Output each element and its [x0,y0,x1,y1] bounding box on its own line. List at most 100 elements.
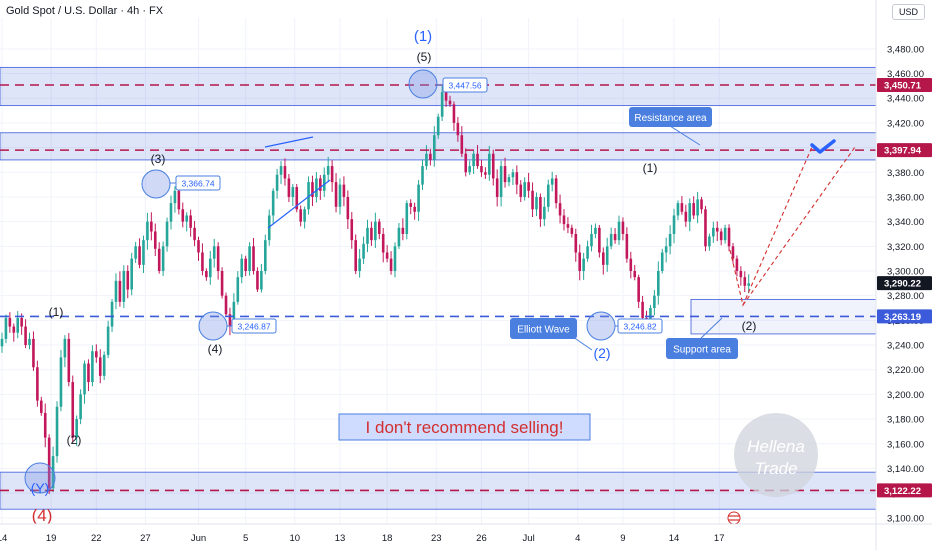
candle-body-160 [629,258,633,271]
top-resistance-zone [0,66,877,107]
candle-body-161 [633,271,637,278]
x-tick-label-9: 23 [431,533,442,544]
candle-body-79 [311,182,314,197]
y-tick-label-5: 3,200.00 [887,390,924,401]
candle-body-106 [417,184,420,212]
trendline-upper [264,136,314,148]
candle-body-189 [743,277,747,286]
candle-body-22 [87,363,90,383]
candle-body-36 [142,240,145,265]
candle-body-107 [421,166,424,185]
candle-body-110 [433,135,436,160]
candle-body-137 [539,196,542,220]
y-tick-label-4: 3,180.00 [887,415,924,426]
candle-body-143 [562,215,566,225]
candle-body-184 [723,227,727,241]
candle-body-1 [4,317,8,339]
candle-body-54 [212,246,216,259]
candle-body-125 [491,153,495,179]
candle-body-89 [350,219,354,241]
y-tick-label-2: 3,140.00 [887,464,924,475]
x-tick-label-15: 17 [714,533,725,544]
price-tag-3: 3,366.74 [181,179,214,189]
candle-body-57 [224,295,228,315]
candle-body-163 [641,301,644,318]
candle-body-40 [157,248,161,271]
candle-body-27 [106,326,110,355]
candle-body-127 [499,166,503,197]
price-tag-5: 3,447.56 [448,81,481,91]
y-tick-label-19: 3,480.00 [887,44,924,55]
y-tick-label-14: 3,380.00 [887,168,924,179]
candle-body-21 [83,363,86,395]
candle-body-18 [71,382,75,438]
x-tick-label-3: 27 [140,533,151,544]
candle-body-178 [700,199,703,210]
projection-path-1 [729,146,813,307]
candle-body-122 [480,166,483,173]
candle-body-101 [397,227,401,247]
candle-body-190 [747,283,750,286]
watermark-line-2: Trade [754,459,797,478]
candle-body-86 [338,184,342,207]
candle-body-49 [193,227,196,241]
x-tick-label-5: 5 [243,533,248,544]
candle-body-76 [299,209,302,222]
time-axis[interactable]: 14 19 22 27 Jun 5 10 13 18 23 26 Jul 4 9 14 17 [0,523,932,544]
candle-body-182 [715,227,719,232]
candle-body-6 [24,326,27,346]
candle-body-175 [688,203,692,222]
x-tick-label-4: Jun [191,533,206,544]
candle-body-14 [55,406,59,457]
candle-body-108 [425,153,428,167]
support-callout-box [666,338,738,359]
candle-body-38 [150,221,153,232]
candle-body-69 [271,190,275,216]
chart-grid [0,18,876,524]
candle-body-85 [334,182,338,207]
elliott-callout-pointer [572,336,593,351]
candle-body-63 [248,246,251,271]
candle-body-152 [598,227,601,253]
candlestick-series [0,85,750,494]
candle-body-83 [326,166,330,175]
candle-body-171 [672,215,676,234]
candle-body-23 [91,351,94,383]
candle-body-128 [503,166,507,183]
candle-body-47 [185,215,189,222]
candle-body-102 [401,227,405,234]
candle-body-183 [719,231,723,241]
candle-body-180 [708,236,711,247]
candle-body-154 [605,246,609,265]
candle-body-165 [649,308,652,327]
candle-body-33 [130,258,133,290]
y-tick-label-0: 3,100.00 [887,513,924,524]
candle-body-75 [295,187,299,210]
wave-3-circle [141,169,171,199]
x-tick-label-13: 9 [620,533,625,544]
candle-body-48 [189,215,192,228]
candle-body-31 [122,271,126,302]
candle-body-157 [617,221,621,241]
candle-body-66 [260,271,263,290]
candle-body-93 [366,227,369,244]
candle-body-24 [95,351,98,358]
candle-body-131 [515,172,519,185]
y-tick-label-6: 3,220.00 [887,365,924,376]
support-callout-pointer [697,317,723,342]
currency-button[interactable]: USD [891,4,925,20]
candle-body-60 [236,277,240,302]
resistance-callout: Resistance area [634,113,707,124]
wave-2-circled-label: (2) [593,345,610,361]
candle-body-92 [362,243,365,259]
price-tag-box-4 [231,318,277,334]
candle-body-153 [601,252,605,265]
wave-2-target-label: (2) [742,319,757,333]
banner-text: I don't recommend selling! [366,418,564,437]
y-tick-label-9: 3,280.00 [887,291,924,302]
candle-body-82 [322,174,326,191]
candle-body-87 [342,184,346,197]
candle-body-116 [456,122,460,136]
candle-body-4 [16,317,20,333]
